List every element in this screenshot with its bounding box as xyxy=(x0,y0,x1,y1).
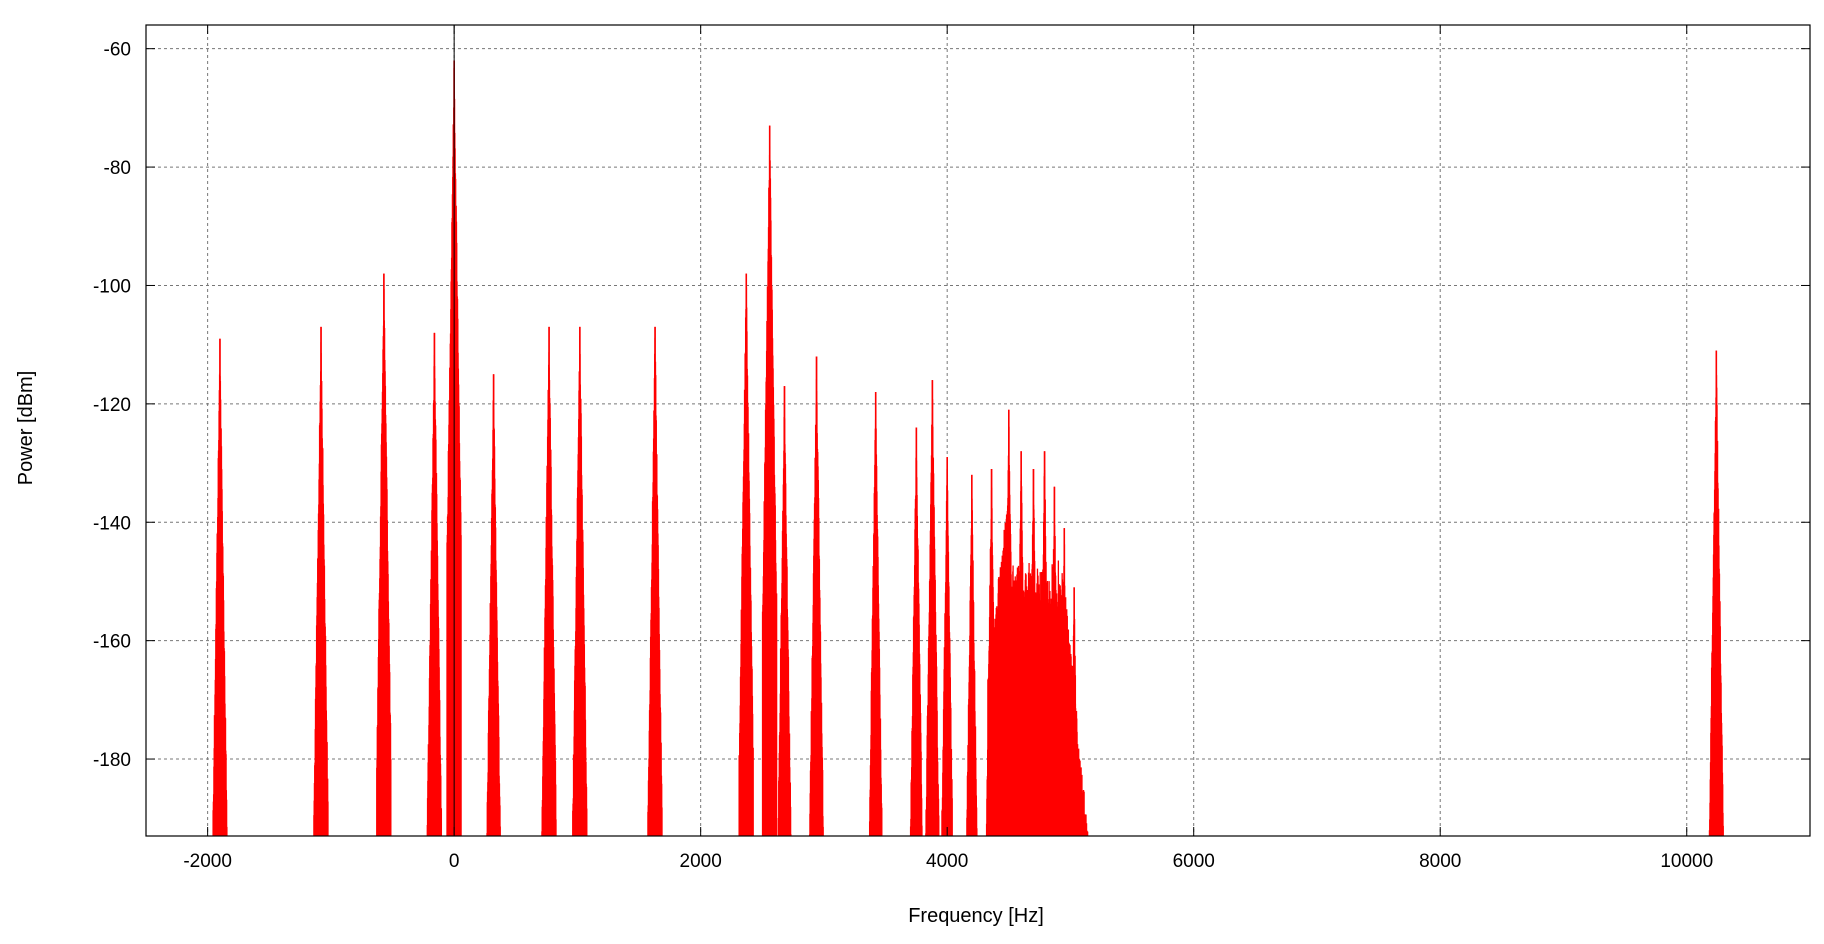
x-axis-title: Frequency [Hz] xyxy=(908,905,1044,927)
spectrum-impulses xyxy=(212,60,1724,836)
plot-frame xyxy=(145,24,1811,837)
spectrum-series xyxy=(212,60,1724,836)
y-tick-label: -120 xyxy=(93,395,131,416)
y-tick-label: -180 xyxy=(93,750,131,771)
x-tick-label: 6000 xyxy=(1173,851,1215,872)
x-axis-tick-labels: -2000 0 2000 4000 6000 8000 10000 xyxy=(183,851,1713,872)
y-tick-label: -80 xyxy=(104,158,131,179)
grid xyxy=(146,25,1810,836)
x-tick-label: -2000 xyxy=(183,851,232,872)
axis-ticks xyxy=(146,25,1810,836)
y-tick-label: -140 xyxy=(93,513,131,534)
x-tick-label: 0 xyxy=(449,851,460,872)
y-axis-title: Power [dBm] xyxy=(15,371,37,485)
y-tick-label: -160 xyxy=(93,632,131,653)
x-tick-label: 2000 xyxy=(680,851,722,872)
y-tick-label: -100 xyxy=(93,276,131,297)
y-tick-label: -60 xyxy=(104,40,131,61)
x-tick-label: 4000 xyxy=(926,851,968,872)
y-axis-tick-labels: -60 -80 -100 -120 -140 -160 -180 xyxy=(93,40,131,771)
x-tick-label: 8000 xyxy=(1419,851,1461,872)
x-tick-label: 10000 xyxy=(1660,851,1713,872)
